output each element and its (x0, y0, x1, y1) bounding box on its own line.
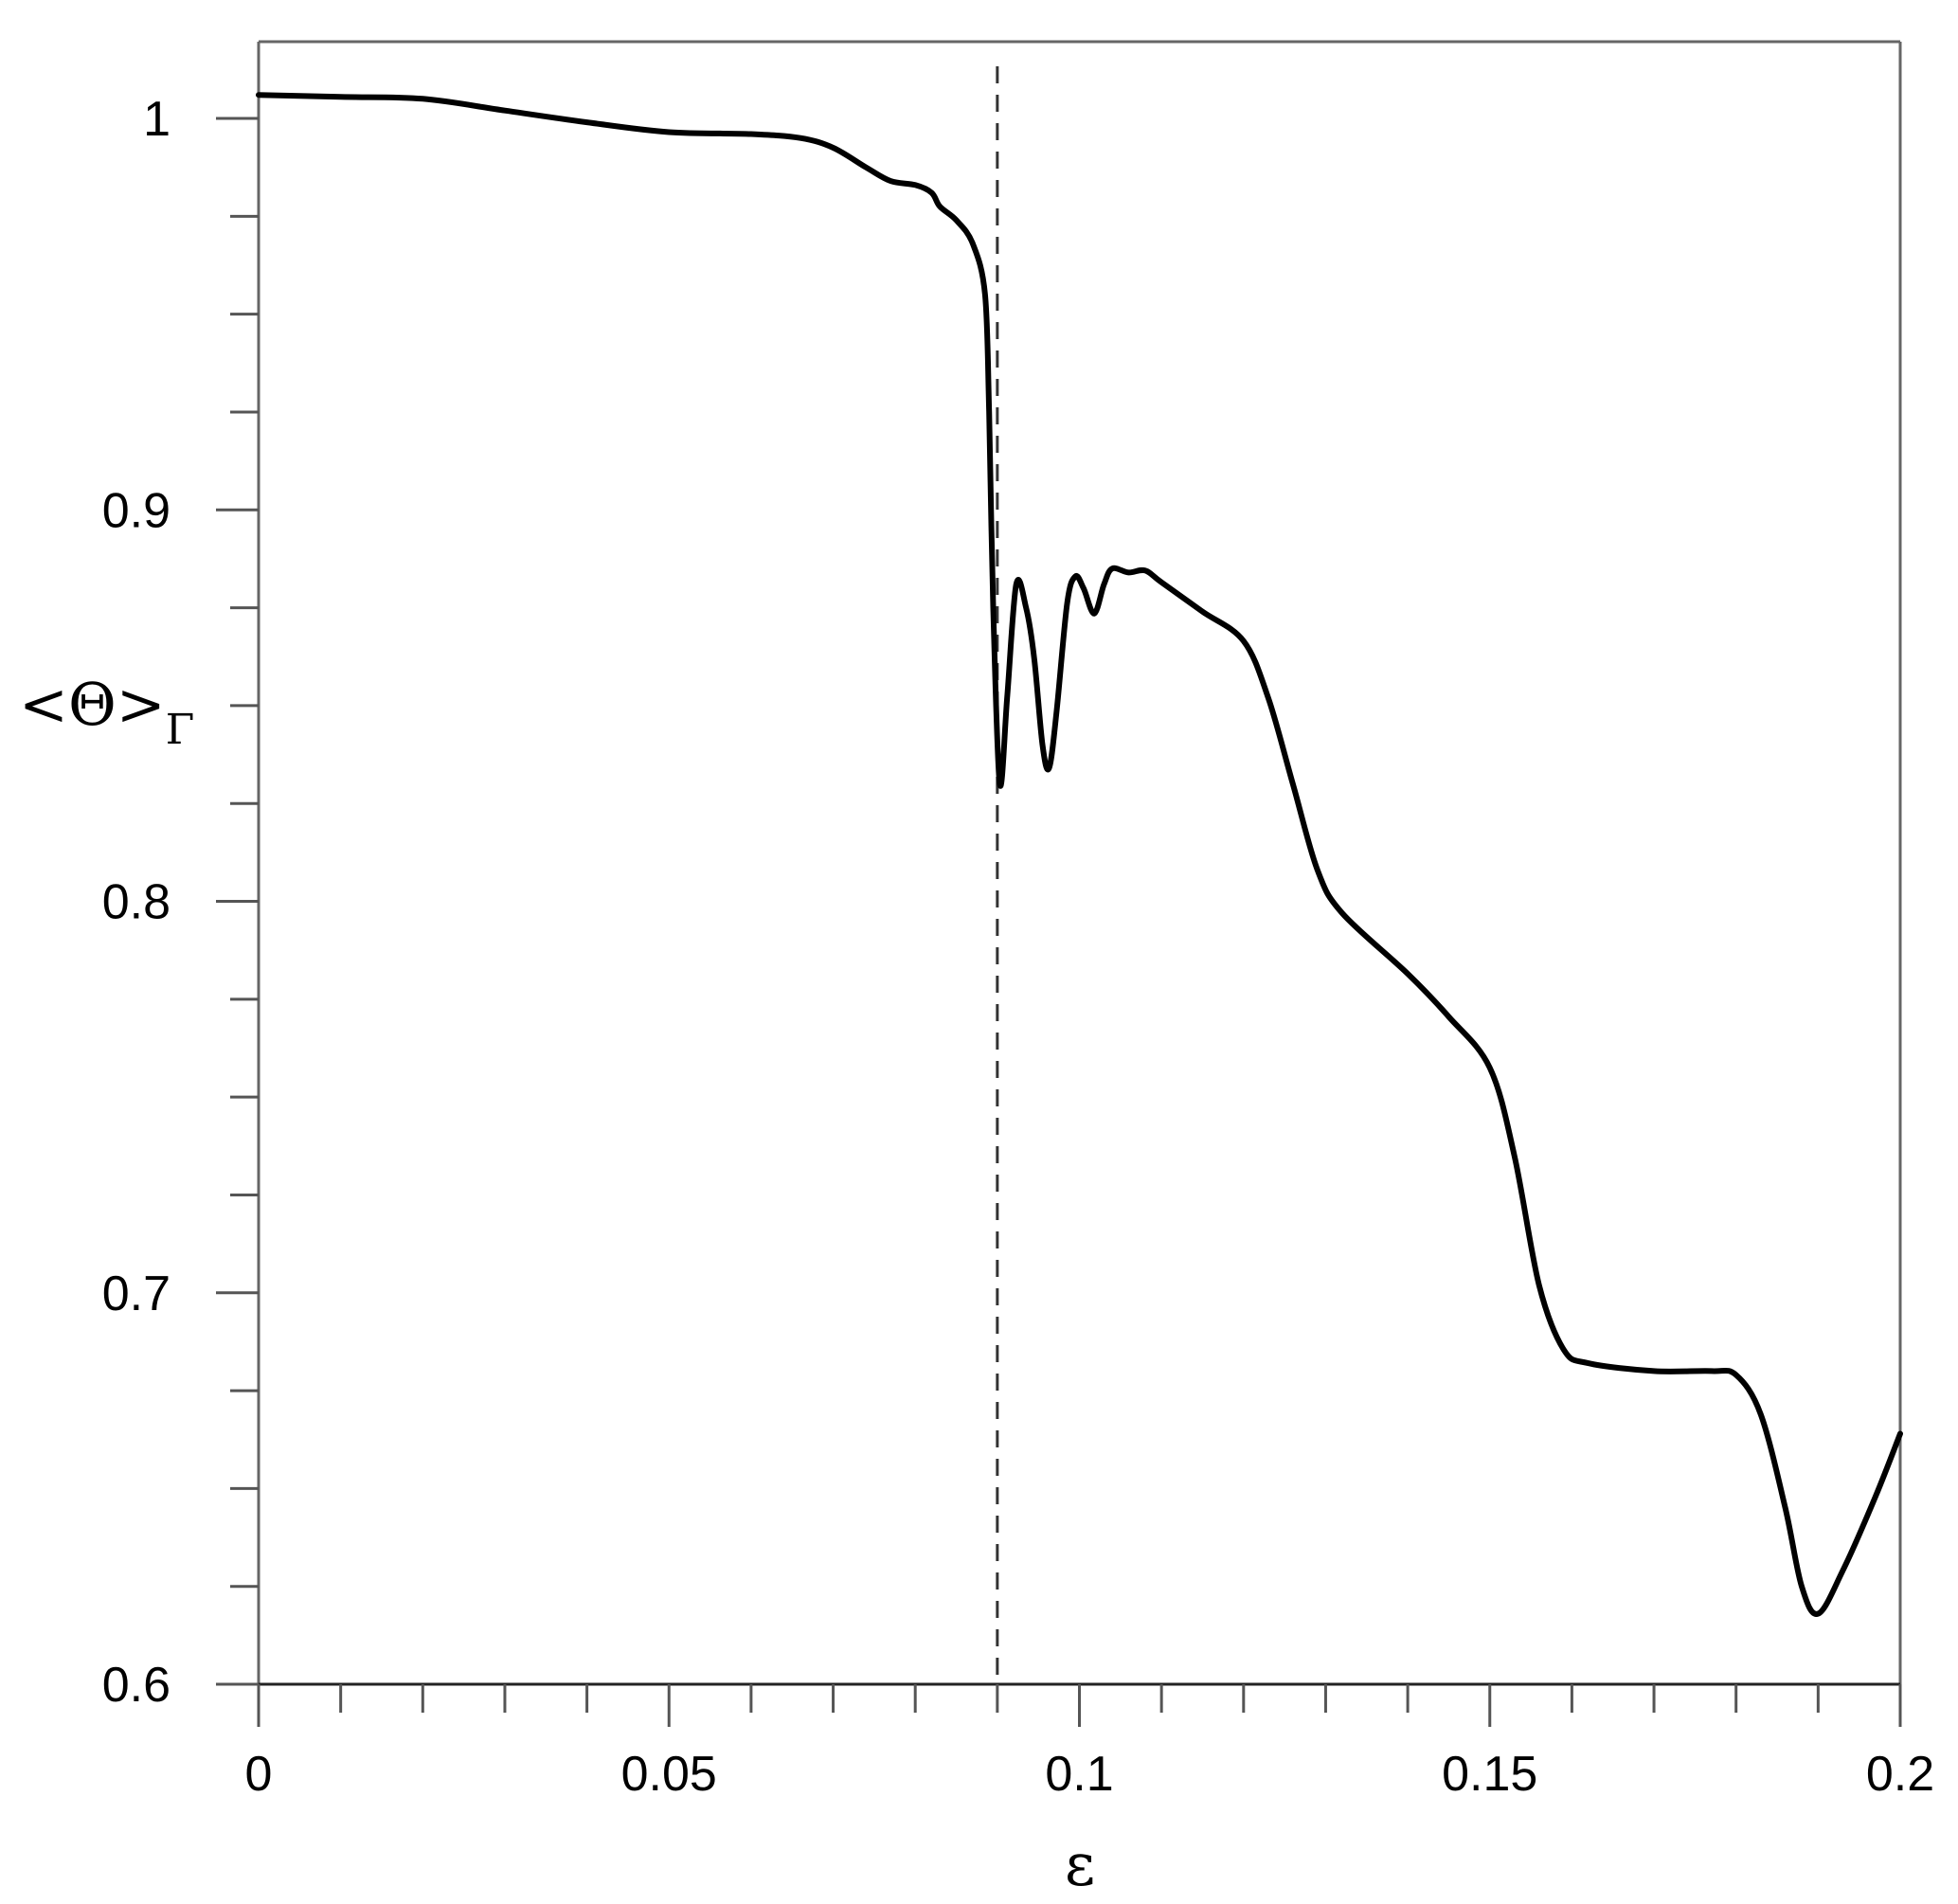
y-tick-label: 0.8 (102, 875, 171, 930)
series-line (256, 92, 1903, 1617)
x-tick-label: 0.05 (621, 1747, 717, 1802)
x-tick-label: 0 (245, 1747, 273, 1802)
y-tick-label: 0.6 (102, 1658, 171, 1713)
y-tick-label: 1 (143, 92, 171, 147)
x-axis-label: ε (1065, 1830, 1095, 1899)
x-axis-tick-labels: 0 0.05 0.1 0.15 0.2 (245, 1747, 1935, 1802)
y-axis-ticks (216, 117, 259, 1686)
x-axis-ticks (257, 1684, 1902, 1727)
plot-frame (257, 40, 1902, 1686)
y-axis-label-main: <Θ> (19, 670, 166, 739)
y-axis-label-subscript: Γ (166, 706, 195, 754)
x-tick-label: 0.15 (1442, 1747, 1537, 1802)
y-tick-label: 0.9 (102, 483, 171, 538)
x-tick-label: 0.1 (1045, 1747, 1113, 1802)
x-tick-label: 0.2 (1866, 1747, 1934, 1802)
y-axis-tick-labels: 0.6 0.7 0.8 0.9 1 (102, 92, 171, 1713)
y-axis-label: <Θ>Γ (19, 670, 194, 754)
y-tick-label: 0.7 (102, 1266, 171, 1321)
